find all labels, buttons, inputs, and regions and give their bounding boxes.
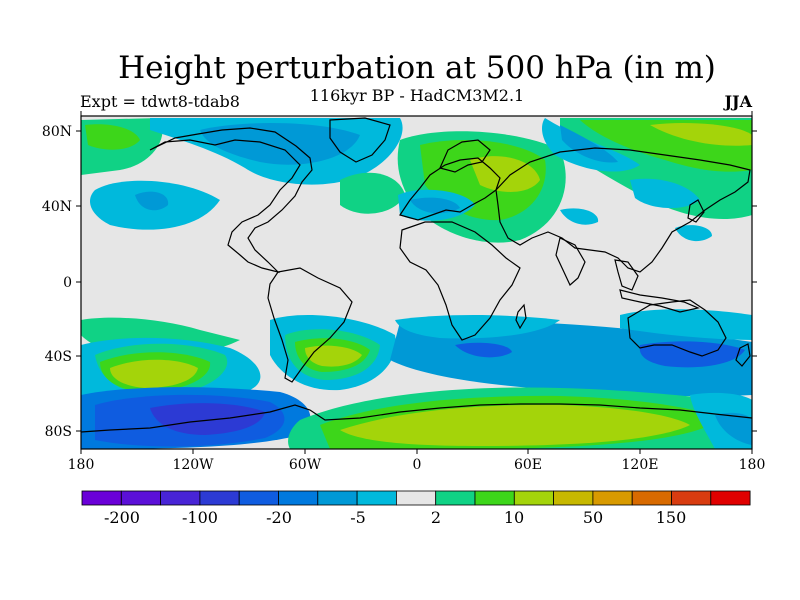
contour-region: [455, 342, 512, 358]
lon-tick-label: 180: [68, 457, 95, 473]
colorbar-box: [474, 490, 515, 506]
colorbar-box: [513, 490, 554, 506]
coastline-africa: [399, 221, 521, 341]
colorbar-box: [160, 490, 201, 506]
lon-tick-label: 60E: [514, 457, 542, 473]
colorbar-box: [199, 490, 240, 506]
coastline-scandinavia: [439, 139, 491, 173]
plot-title: Height perturbation at 500 hPa (in m): [118, 50, 716, 86]
lon-tick-label: 120W: [172, 457, 214, 473]
contour-region: [135, 191, 169, 211]
lat-tick-label: 80N: [42, 124, 72, 140]
lon-tick-label: 180: [739, 457, 766, 473]
colorbar-box: [238, 490, 279, 506]
contour-region: [675, 225, 712, 242]
lon-tick-label: 120E: [622, 457, 659, 473]
contour-region: [85, 124, 140, 150]
contour-region: [200, 123, 360, 165]
contour-region: [560, 208, 599, 225]
colorbar-box: [435, 490, 476, 506]
coastline-australia: [627, 299, 727, 357]
colorbar-box: [317, 490, 358, 506]
coastline-southeast-asia: [614, 259, 639, 291]
colorbar-label: 2: [431, 508, 441, 527]
contour-region: [395, 315, 560, 339]
contour-region: [410, 197, 460, 214]
coastline-asia: [495, 147, 751, 273]
latitude-tick-labels: 80N 40N 0 40S 80S: [42, 124, 72, 440]
coastline-india: [555, 237, 586, 286]
contour-region: [340, 404, 690, 446]
axis-ticks: [76, 111, 757, 454]
contour-region: [390, 320, 752, 397]
colorbar-box: [671, 490, 712, 506]
colorbar-label: 10: [504, 508, 524, 527]
colorbar-label: -5: [350, 508, 366, 527]
colorbar-box: [710, 490, 751, 506]
colorbar-label: -100: [182, 508, 218, 527]
lat-tick-label: 40N: [42, 199, 72, 215]
contour-region: [620, 309, 752, 340]
contour-field: [81, 116, 752, 449]
lon-tick-label: 0: [413, 457, 422, 473]
coastlines: [81, 117, 752, 433]
colorbar-label: 150: [656, 508, 687, 527]
coastline-madagascar: [515, 303, 527, 330]
coastline-indonesia: [619, 289, 700, 313]
season-label: JJA: [724, 92, 752, 111]
colorbar: [81, 490, 751, 506]
contour-region: [150, 403, 265, 435]
lat-tick-label: 40S: [45, 349, 72, 365]
coastline-antarctica: [81, 403, 752, 433]
colorbar-labels: -200 -100 -20 -5 2 10 50 150: [104, 508, 686, 527]
contour-region: [715, 412, 752, 445]
colorbar-box: [553, 490, 594, 506]
run-label: 116kyr BP - HadCM3M2.1: [309, 86, 525, 105]
coastline-south-america: [267, 267, 353, 383]
contour-region: [560, 125, 618, 163]
coastline-greenland: [329, 117, 391, 163]
coastline-new-zealand: [735, 343, 751, 367]
contour-region: [639, 341, 745, 368]
contour-region: [340, 172, 405, 214]
contour-region: [630, 178, 700, 209]
lat-tick-label: 80S: [45, 424, 72, 440]
colorbar-box: [278, 490, 319, 506]
lon-tick-label: 60W: [289, 457, 322, 473]
contour-region: [110, 359, 198, 388]
colorbar-label: -200: [104, 508, 140, 527]
longitude-tick-labels: 180 120W 60W 0 60E 120E 180: [68, 457, 766, 473]
lat-tick-label: 0: [63, 275, 72, 291]
colorbar-box: [81, 490, 122, 506]
contour-region: [470, 156, 540, 192]
colorbar-label: 50: [583, 508, 603, 527]
colorbar-box: [631, 490, 672, 506]
colorbar-box: [395, 490, 437, 506]
colorbar-box: [356, 490, 397, 506]
contour-region: [650, 123, 752, 146]
colorbar-box: [592, 490, 633, 506]
colorbar-box: [120, 490, 162, 506]
experiment-label: Expt = tdwt8-tdab8: [80, 92, 240, 111]
coastline-north-america: [149, 127, 313, 274]
coastline-japan: [687, 199, 705, 223]
colorbar-label: -20: [266, 508, 292, 527]
coastline-europe: [399, 157, 501, 221]
contour-region: [305, 345, 362, 367]
